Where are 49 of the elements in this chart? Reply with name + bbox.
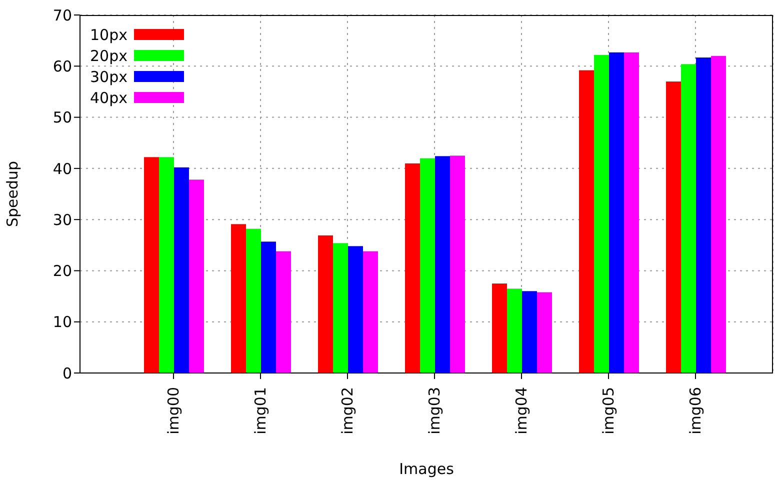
bar	[318, 235, 333, 373]
x-tick-label: img02	[338, 387, 356, 434]
x-axis-title: Images	[399, 460, 454, 478]
bar	[246, 228, 261, 373]
bar	[435, 156, 450, 373]
bar	[144, 157, 159, 373]
bar	[231, 224, 246, 373]
bar	[522, 291, 537, 373]
bar	[450, 156, 465, 373]
bar	[666, 81, 681, 373]
bar	[492, 284, 507, 373]
x-tick-label: img03	[426, 387, 444, 434]
bar	[624, 52, 639, 373]
bar	[348, 246, 363, 373]
legend-label: 20px	[90, 46, 128, 64]
y-axis-title: Speedup	[3, 160, 22, 228]
y-tick-label: 20	[52, 262, 72, 280]
bar	[276, 251, 291, 373]
y-tick-label: 70	[52, 6, 72, 24]
bar	[174, 167, 189, 373]
bar	[609, 52, 624, 373]
bar	[579, 70, 594, 373]
x-tick-label: img00	[164, 387, 182, 434]
x-tick-label: img04	[512, 387, 530, 434]
y-tick-label: 10	[52, 313, 72, 332]
bar	[420, 158, 435, 373]
y-tick-label: 30	[52, 210, 72, 229]
legend-label: 10px	[90, 26, 128, 44]
bar	[696, 57, 711, 373]
x-tick-label: img06	[686, 387, 704, 434]
x-tick-label: img01	[252, 387, 270, 434]
bar	[507, 288, 522, 373]
x-tick-label: img05	[600, 387, 618, 434]
bar	[159, 157, 174, 373]
y-tick-label: 50	[52, 108, 72, 127]
bar	[594, 54, 609, 373]
legend-label: 40px	[90, 88, 128, 106]
bar	[711, 56, 726, 373]
bar	[261, 242, 276, 373]
y-tick-label: 60	[52, 57, 72, 76]
y-tick-label: 40	[52, 160, 72, 178]
y-tick-label: 0	[62, 364, 72, 382]
bar	[681, 64, 696, 373]
bar	[363, 251, 378, 373]
bar	[537, 292, 552, 373]
bar	[189, 180, 204, 373]
bar	[405, 163, 420, 373]
legend-label: 30px	[90, 68, 128, 86]
bar	[333, 243, 348, 373]
